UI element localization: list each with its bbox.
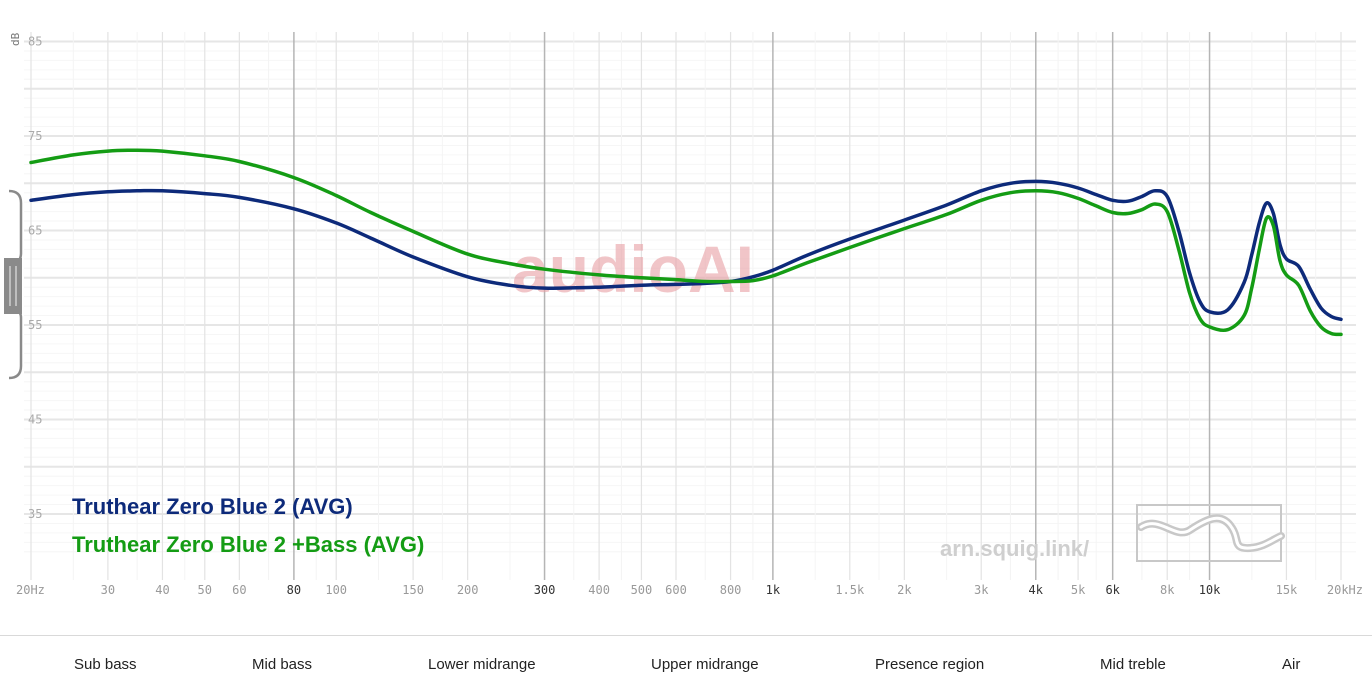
x-tick-label-150: 150 bbox=[402, 583, 424, 597]
y-tick-label-45: 45 bbox=[28, 413, 42, 427]
band-lower-midrange: Lower midrange bbox=[428, 656, 536, 673]
band-upper-midrange: Upper midrange bbox=[651, 656, 759, 673]
band-mid-bass: Mid bass bbox=[252, 656, 313, 673]
y-scale-handle[interactable] bbox=[4, 189, 23, 380]
x-tick-label-60: 60 bbox=[232, 583, 246, 597]
x-tick-label-400: 400 bbox=[588, 583, 610, 597]
legend-entry-blue: Truthear Zero Blue 2 (AVG) bbox=[72, 494, 353, 519]
x-tick-label-300: 300 bbox=[534, 583, 556, 597]
x-tick-label-6k: 6k bbox=[1105, 583, 1120, 597]
x-tick-label-2k: 2k bbox=[897, 583, 912, 597]
x-tick-label-50: 50 bbox=[198, 583, 212, 597]
x-tick-label-40: 40 bbox=[155, 583, 169, 597]
x-tick-label-20kHz: 20kHz bbox=[1327, 583, 1363, 597]
x-tick-label-500: 500 bbox=[631, 583, 653, 597]
frequency-bands-bar: Sub bass Mid bass Lower midrange Upper m… bbox=[0, 635, 1372, 684]
site-label: arn.squig.link/ bbox=[940, 536, 1089, 561]
y-tick-label-55: 55 bbox=[28, 318, 42, 332]
site-logo bbox=[1136, 504, 1285, 562]
y-tick-label-35: 35 bbox=[28, 507, 42, 521]
x-tick-label-10k: 10k bbox=[1199, 583, 1221, 597]
x-axis-labels: 20Hz 30 40 50 60 80 100 150 200 300 400 500 600 800 1k… bbox=[16, 583, 1363, 597]
x-tick-label-200: 200 bbox=[457, 583, 479, 597]
vertical-grid bbox=[30, 32, 1342, 580]
x-tick-label-20Hz: 20Hz bbox=[16, 583, 45, 597]
x-tick-label-1.5k: 1.5k bbox=[835, 583, 865, 597]
horizontal-grid bbox=[24, 40, 1356, 553]
x-tick-label-3k: 3k bbox=[974, 583, 989, 597]
x-tick-label-800: 800 bbox=[720, 583, 742, 597]
x-tick-label-600: 600 bbox=[665, 583, 687, 597]
x-tick-label-80: 80 bbox=[287, 583, 301, 597]
y-tick-label-75: 75 bbox=[28, 129, 42, 143]
x-tick-label-1k: 1k bbox=[766, 583, 781, 597]
y-tick-label-65: 65 bbox=[28, 224, 42, 238]
band-presence-region: Presence region bbox=[875, 656, 985, 673]
x-tick-label-4k: 4k bbox=[1029, 583, 1044, 597]
band-air: Air bbox=[1282, 656, 1301, 673]
y-axis-unit: dB bbox=[9, 32, 22, 46]
x-tick-label-30: 30 bbox=[101, 583, 115, 597]
y-axis-labels: 85 75 65 55 45 35 bbox=[28, 35, 42, 522]
series-line-zero-blue-2 bbox=[29, 179, 1343, 322]
band-mid-treble: Mid treble bbox=[1100, 656, 1166, 673]
legend: Truthear Zero Blue 2 (AVG) Truthear Zero… bbox=[72, 494, 424, 557]
x-tick-label-8k: 8k bbox=[1160, 583, 1175, 597]
x-tick-label-15k: 15k bbox=[1276, 583, 1298, 597]
series-curves bbox=[29, 148, 1343, 337]
band-sub-bass: Sub bass bbox=[74, 656, 137, 673]
y-tick-label-85: 85 bbox=[28, 35, 42, 49]
series-line-zero-blue-2-bass bbox=[29, 148, 1343, 337]
x-tick-label-100: 100 bbox=[325, 583, 347, 597]
x-tick-label-5k: 5k bbox=[1071, 583, 1086, 597]
legend-entry-green: Truthear Zero Blue 2 +Bass (AVG) bbox=[72, 532, 424, 557]
